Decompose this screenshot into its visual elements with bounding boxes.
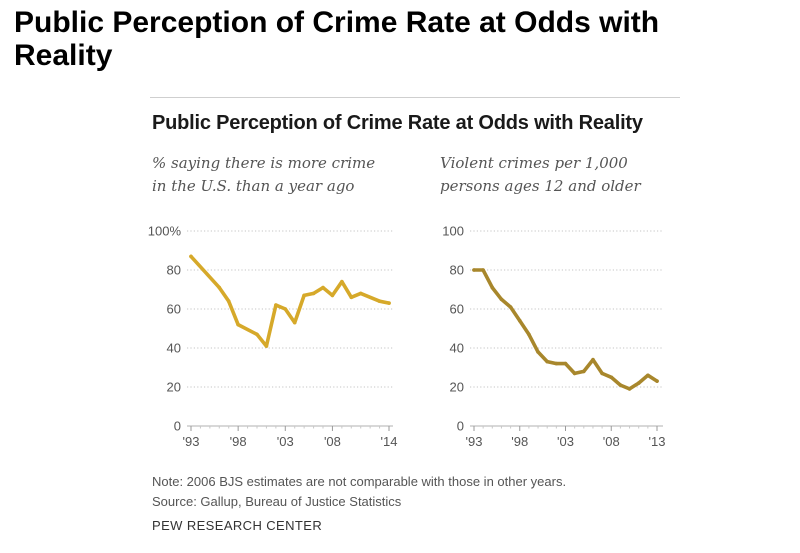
right-data-point [591,357,595,362]
right-y-tick-label: 60 [450,302,464,317]
left-data-point [302,293,306,298]
left-data-point [217,285,222,290]
right-x-tick-label: '08 [603,434,620,449]
note-text: Note: 2006 BJS estimates are not compara… [152,474,567,489]
right-data-point [490,285,495,290]
right-y-tick-label: 0 [457,419,464,434]
right-x-tick-label: '93 [466,434,483,449]
right-data-point [499,297,504,302]
left-data-point [255,332,259,337]
left-data-point [236,322,240,327]
left-x-tick-label: '03 [277,434,294,449]
left-y-tick-label: 40 [167,341,181,356]
right-subtitle-line-2: persons ages 12 and older [440,177,641,195]
right-y-tick-label: 80 [450,263,464,278]
left-y-tick-label: 100% [148,224,182,239]
right-data-point [609,375,614,380]
right-series-line [472,268,659,391]
right-data-point [627,387,632,391]
chart-top-rule [150,97,680,98]
right-data-point [572,371,577,376]
right-data-point [618,383,623,387]
right-y-tick-label: 40 [450,341,464,356]
left-subtitle-line-1: % saying there is more crime [152,154,376,172]
right-y-tick-label: 20 [450,380,464,395]
left-y-tick-label: 0 [174,419,181,434]
left-data-point [387,301,391,305]
right-data-point [554,361,559,366]
right-x-tick-label: '03 [557,434,574,449]
left-data-point [311,291,316,296]
left-data-point [189,254,193,259]
footnote: Note: 2006 BJS estimates are not compara… [152,472,566,512]
left-data-point [321,285,325,290]
left-data-point [292,320,297,325]
left-x-tick-label: '14 [381,434,398,449]
left-data-point [377,299,382,304]
right-data-point [636,381,641,385]
right-data-point [508,305,513,309]
right-data-point [545,359,549,364]
left-data-point [358,291,363,296]
left-y-tick-label: 60 [167,302,181,317]
source-text: Source: Gallup, Bureau of Justice Statis… [152,494,402,509]
right-data-point [646,373,650,378]
right-data-point [518,318,522,323]
right-data-point [472,268,476,272]
left-data-point [340,279,344,284]
right-chart-subtitle: Violent crimes per 1,000 persons ages 12… [440,152,641,198]
organization-credit: PEW RESEARCH CENTER [152,518,323,533]
left-data-point [330,293,335,298]
left-chart-subtitle: % saying there is more crime in the U.S.… [152,152,375,198]
right-x-tick-label: '98 [511,434,528,449]
right-data-point [527,332,531,337]
left-x-tick-label: '98 [230,434,247,449]
left-x-tick-label: '08 [324,434,341,449]
chart-title: Public Perception of Crime Rate at Odds … [152,112,643,134]
right-y-tick-label: 100 [442,224,464,239]
right-data-point [536,350,540,354]
right-subtitle-line-1: Violent crimes per 1,000 [440,154,628,172]
left-y-tick-label: 20 [167,380,181,395]
left-data-point [264,344,269,348]
left-data-point [226,299,231,304]
right-data-point [481,268,485,272]
right-data-point [563,361,568,366]
right-data-point [655,379,659,383]
left-y-tick-label: 80 [167,263,181,278]
left-x-tick-label: '93 [183,434,200,449]
left-data-point [283,307,288,311]
right-x-tick-label: '13 [649,434,666,449]
right-data-point [600,371,604,376]
left-subtitle-line-2: in the U.S. than a year ago [152,177,355,195]
page-title: Public Perception of Crime Rate at Odds … [14,6,660,72]
left-data-point [349,295,354,300]
right-data-point [582,369,586,374]
left-data-point [274,303,278,307]
